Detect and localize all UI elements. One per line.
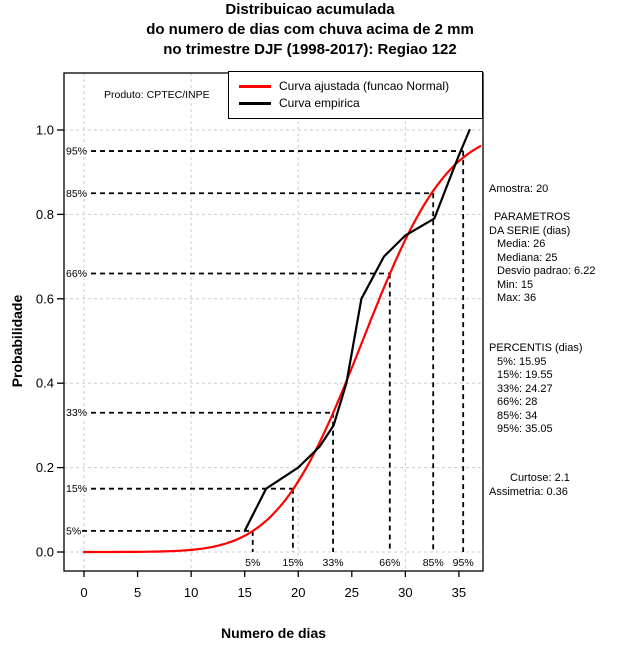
- x-axis-title: Numero de dias: [220, 625, 327, 641]
- stat-desvio: Desvio padrao: 6.22: [497, 265, 596, 277]
- product-watermark: Produto: CPTEC/INPE: [104, 89, 210, 101]
- y-axis-tick-label: 0.0: [36, 545, 54, 560]
- x-axis-tick-label: 20: [291, 585, 305, 600]
- percentile-33: 33%: 24.27: [497, 382, 553, 395]
- fitted-curve: [82, 145, 482, 554]
- shape-stats-block: Curtose: 2.1 Assimetria: 0.36: [489, 472, 639, 499]
- stat-min: Min: 15: [497, 278, 534, 291]
- empirical-curve: [243, 128, 471, 532]
- x-axis-tick-label: 35: [452, 585, 466, 600]
- percentile-left-label-bg: [64, 525, 81, 537]
- percentile-left-label-bg: [64, 267, 87, 279]
- legend-empirical-label: Curva empirica: [279, 96, 360, 110]
- percentile-left-label-bg: [64, 483, 87, 495]
- y-axis-tick-label: 0.4: [36, 376, 54, 391]
- series-parameters-block: PARAMETROS DA SERIE (dias) Media: 26 Med…: [489, 211, 639, 306]
- legend-fitted-line-sample: [239, 85, 271, 88]
- chart-title: Distribuicao acumulada do numero de dias…: [0, 0, 620, 60]
- percentile-bottom-label: 5%: [245, 557, 260, 569]
- y-axis-tick-label: 0.6: [36, 291, 54, 306]
- percentiles-header: PERCENTIS (dias): [489, 342, 583, 354]
- stat-assimetria: Assimetria: 0.36: [489, 485, 568, 498]
- percentile-left-label-bg: [64, 407, 87, 419]
- y-axis-tick-label: 0.8: [36, 207, 54, 222]
- percentile-bottom-label: 15%: [282, 557, 303, 569]
- percentile-left-label: 33%: [66, 407, 87, 419]
- x-axis-tick-label: 5: [134, 585, 141, 600]
- x-axis-tick-label: 0: [80, 585, 87, 600]
- percentile-bottom-label: 95%: [453, 557, 474, 569]
- percentile-left-label: 66%: [66, 268, 87, 280]
- y-axis-tick-label: 1.0: [36, 122, 54, 137]
- parameters-header-1: PARAMETROS: [494, 211, 571, 223]
- x-axis-tick-label: 25: [345, 585, 359, 600]
- stat-mediana: Mediana: 25: [497, 251, 558, 264]
- percentile-left-label: 5%: [66, 525, 81, 537]
- percentile-bottom-label: 33%: [323, 557, 344, 569]
- sample-size-text: Amostra: 20: [489, 183, 549, 195]
- plot-border: [63, 72, 484, 572]
- y-axis-title: Probabilidade: [9, 294, 25, 388]
- percentiles-block: PERCENTIS (dias) 5%: 15.95 15%: 19.55 33…: [489, 342, 639, 437]
- x-axis-tick-label: 10: [184, 585, 198, 600]
- percentile-bottom-label: 85%: [423, 557, 444, 569]
- legend-empirical-line-sample: [239, 102, 271, 105]
- stat-media: Media: 26: [497, 238, 546, 250]
- percentile-left-label-bg: [64, 145, 87, 157]
- percentile-5: 5%: 15.95: [497, 355, 547, 368]
- stat-curtose: Curtose: 2.1: [510, 472, 570, 484]
- legend-fitted-label: Curva ajustada (funcao Normal): [279, 79, 450, 93]
- parameters-header-2: DA SERIE (dias): [489, 224, 571, 237]
- percentile-left-label: 85%: [66, 188, 87, 200]
- chart-title-line3: no trimestre DJF (1998-2017): Regiao 122: [163, 41, 457, 58]
- percentile-66: 66%: 28: [497, 396, 538, 408]
- percentile-95: 95%: 35.05: [497, 423, 553, 435]
- x-axis-tick-label: 15: [237, 585, 251, 600]
- chart-title-line1: Distribuicao acumulada: [225, 1, 395, 18]
- percentile-15: 15%: 19.55: [497, 369, 553, 381]
- legend: Curva ajustada (funcao Normal) Curva emp…: [228, 71, 483, 119]
- chart-title-line2: do numero de dias com chuva acima de 2 m…: [146, 21, 474, 38]
- y-axis-tick-label: 0.2: [36, 460, 54, 475]
- percentile-left-label: 95%: [66, 146, 87, 158]
- percentile-85: 85%: 34: [497, 409, 538, 422]
- stat-max: Max: 36: [497, 292, 537, 304]
- percentile-left-label: 15%: [66, 483, 87, 495]
- percentile-bottom-label: 66%: [379, 557, 400, 569]
- percentile-left-label-bg: [64, 187, 87, 199]
- x-axis-tick-label: 30: [398, 585, 412, 600]
